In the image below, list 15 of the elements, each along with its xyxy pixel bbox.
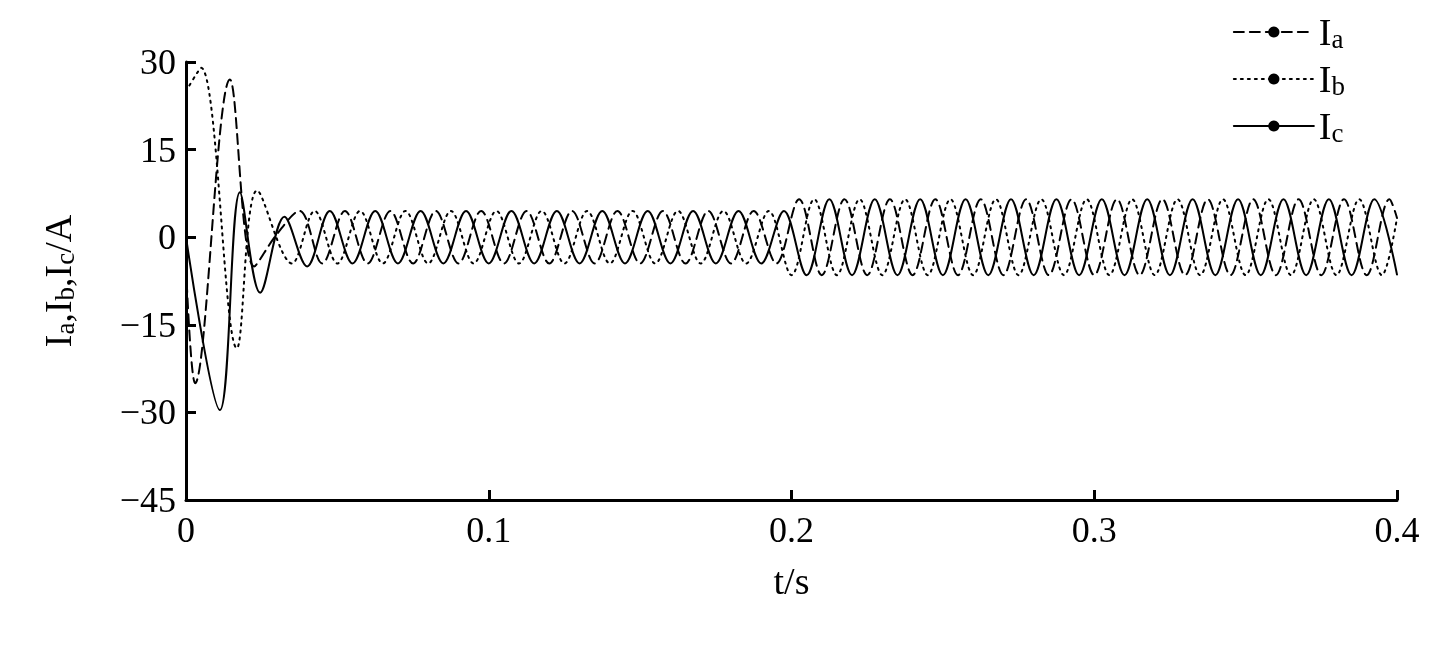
y-tick-label: 15 xyxy=(140,129,176,170)
y-tick-label: 30 xyxy=(140,42,176,82)
x-tick-label: 0.1 xyxy=(466,510,512,550)
x-tick-label: 0.3 xyxy=(1071,510,1117,550)
y-tick-label: −45 xyxy=(119,480,176,520)
y-tick-label: −15 xyxy=(119,304,176,345)
legend-label: Ic xyxy=(1318,105,1344,148)
legend-label: Ia xyxy=(1318,11,1344,54)
y-tick-label: 0 xyxy=(158,217,176,258)
y-axis-title: Ia,Ib,Ic/A xyxy=(37,214,80,348)
x-tick-label: 0.4 xyxy=(1374,510,1420,550)
legend-label: Ib xyxy=(1318,58,1345,101)
x-tick-label: 0.2 xyxy=(769,510,814,550)
y-tick-label: −30 xyxy=(119,392,176,433)
x-axis-title: t/s xyxy=(773,560,810,602)
